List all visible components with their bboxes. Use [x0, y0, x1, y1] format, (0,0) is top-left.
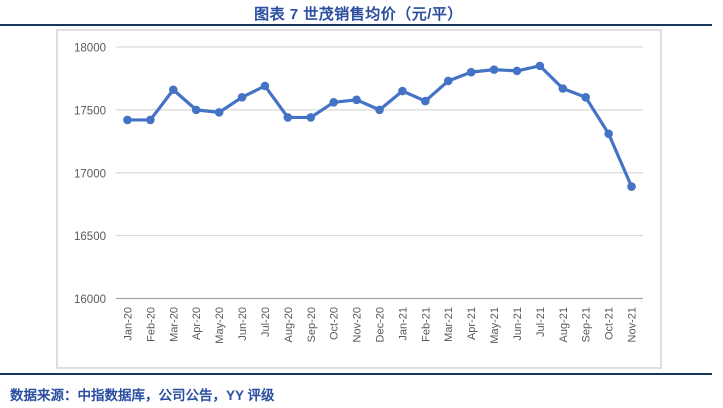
data-point-marker: [191, 105, 201, 115]
data-point-marker: [123, 115, 132, 125]
x-axis-tick-label: May-21: [489, 307, 501, 344]
data-source-text: 数据来源：中指数据库，公司公告，YY 评级: [10, 388, 275, 403]
data-point-marker: [421, 96, 430, 106]
data-point-marker: [558, 84, 568, 93]
x-axis-tick-label: Feb-20: [145, 307, 157, 342]
x-axis-tick-label: Dec-20: [375, 307, 387, 342]
data-point-marker: [581, 93, 591, 102]
x-axis-tick-label: Sep-20: [306, 307, 318, 342]
x-axis-tick-label: Jun-21: [512, 307, 524, 341]
x-axis-tick-label: Jan-21: [397, 307, 409, 341]
data-point-marker: [604, 129, 613, 139]
data-point-marker: [146, 115, 155, 125]
price-series-line: [125, 64, 634, 189]
x-axis-tick-label: Oct-21: [604, 307, 616, 340]
x-axis-tick-label: Jan-20: [122, 307, 134, 341]
data-point-marker: [237, 93, 247, 102]
y-axis-tick-label: 17500: [74, 105, 106, 117]
data-point-marker: [283, 113, 293, 122]
data-point-marker: [168, 85, 178, 95]
data-point-marker: [375, 105, 384, 115]
y-axis-tick-label: 18000: [74, 43, 106, 55]
x-axis-tick-label: Mar-21: [443, 307, 455, 342]
x-axis-tick-label: Aug-20: [283, 307, 295, 342]
x-axis-tick-label: Aug-21: [558, 307, 570, 342]
data-point-marker: [627, 182, 636, 191]
x-axis-tick-label: Jul-21: [535, 307, 547, 337]
data-point-marker: [466, 67, 476, 77]
data-point-marker: [260, 81, 270, 91]
data-point-marker: [398, 86, 407, 96]
x-axis-tick-label: Sep-21: [581, 307, 593, 342]
data-point-marker: [352, 95, 361, 105]
data-point-marker: [489, 65, 499, 74]
x-axis-tick-label: Jul-20: [260, 307, 272, 337]
x-axis-tick-label: Apr-20: [191, 307, 203, 340]
data-point-marker: [214, 108, 224, 117]
data-point-marker: [512, 66, 522, 76]
x-axis-tick-label: Apr-21: [466, 307, 478, 340]
data-point-marker: [535, 61, 545, 71]
x-axis-tick-label: Nov-20: [352, 307, 364, 342]
title-divider-line: [0, 24, 712, 26]
data-point-marker: [306, 113, 316, 122]
chart-title: 图表 7 世茂销售均价（元/平）: [254, 6, 463, 23]
x-axis-tick-label: May-20: [214, 307, 226, 344]
line-chart: 16000 16500 17000 17500 18000 Jan-20 Feb-20 Mar…: [74, 43, 643, 344]
footer-divider-line: [0, 373, 712, 375]
y-axis-tick-label: 16500: [74, 231, 106, 243]
x-axis-tick-label: Mar-20: [168, 307, 180, 342]
y-axis-tick-label: 16000: [74, 294, 106, 306]
data-point-marker: [443, 76, 453, 86]
x-axis-tick-label: Feb-21: [420, 307, 432, 342]
x-axis-tick-label: Nov-21: [627, 307, 639, 342]
x-axis-tick-label: Jun-20: [237, 307, 249, 341]
x-axis-tick-label: Oct-20: [329, 307, 341, 340]
data-point-marker: [329, 98, 338, 107]
chart-frame: 16000 16500 17000 17500 18000 Jan-20 Feb-20 Mar…: [56, 29, 662, 369]
y-axis-tick-label: 17000: [74, 168, 106, 180]
